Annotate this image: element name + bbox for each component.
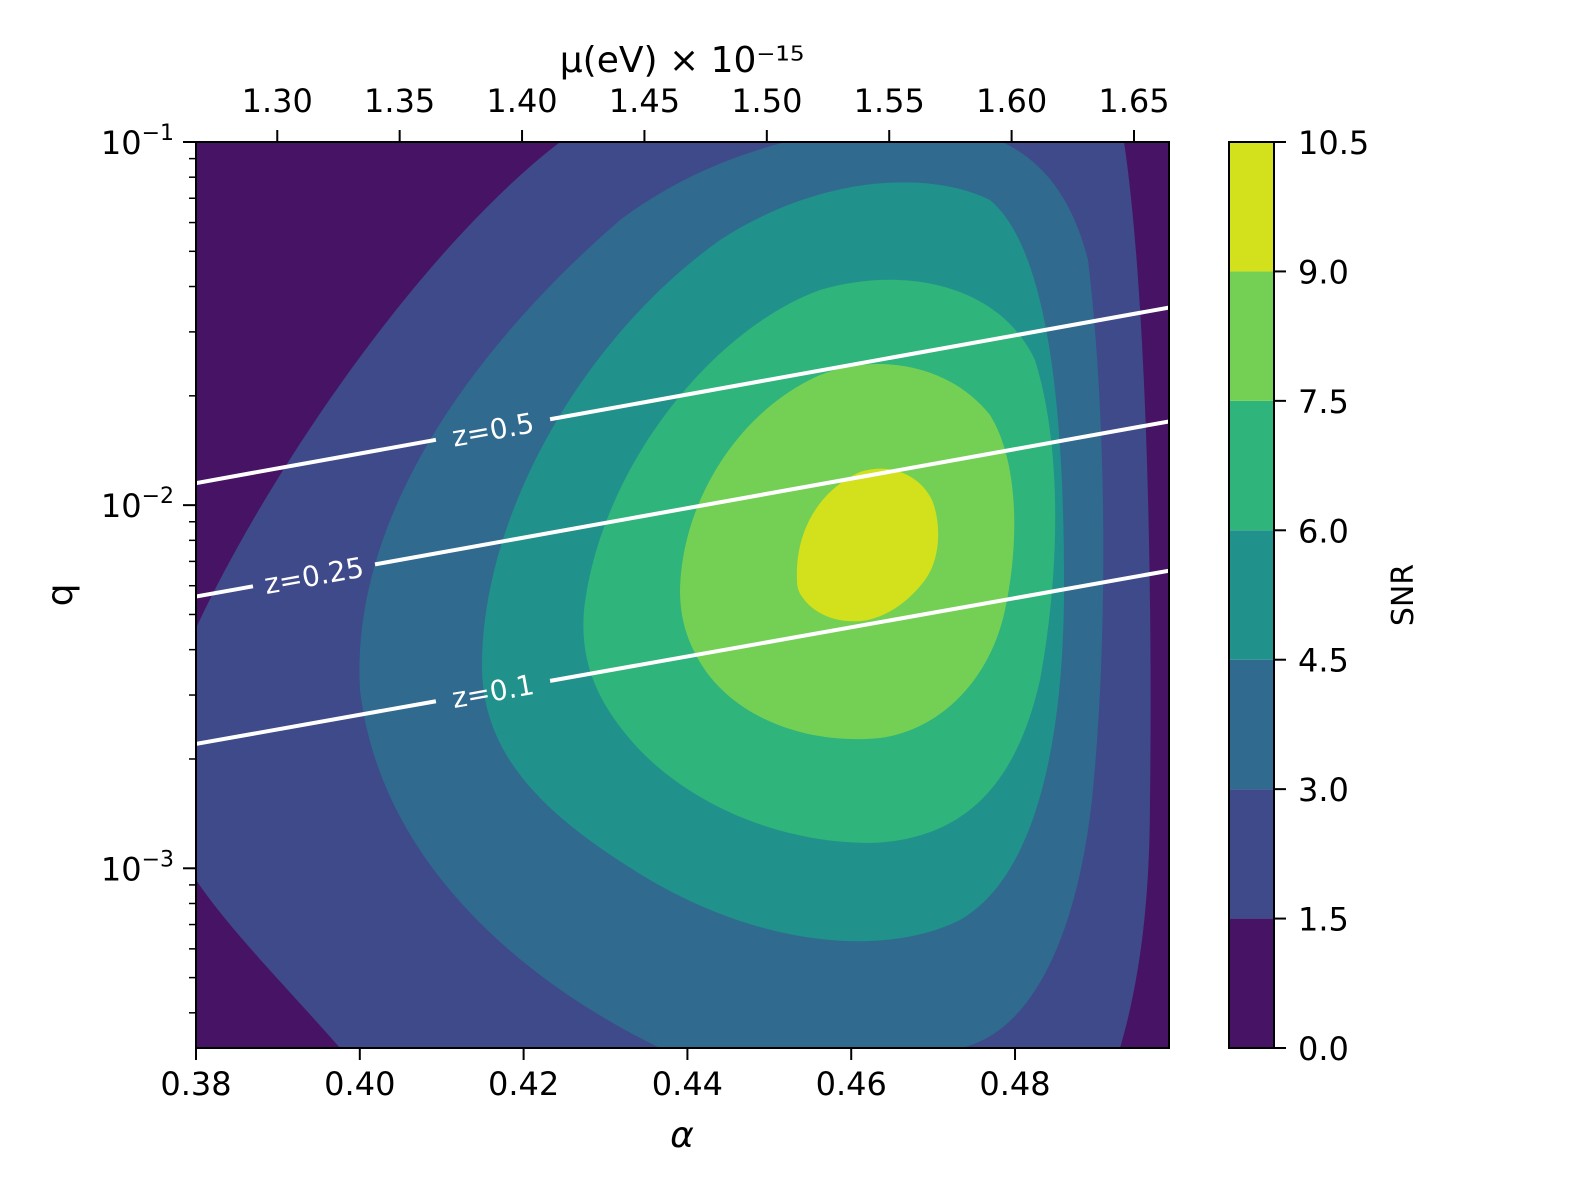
x-tick-label: 0.38 — [160, 1065, 231, 1103]
colorbar-tick-label: 10.5 — [1298, 124, 1369, 162]
x-tick-label: 0.44 — [652, 1065, 723, 1103]
top-axis-title: μ(eV) × 10⁻¹⁵ — [560, 40, 805, 81]
top-tick-label: 1.60 — [976, 82, 1047, 120]
x-axis-title: α — [670, 1115, 694, 1156]
colorbar-title: SNR — [1386, 564, 1421, 626]
colorbar-tick-label: 6.0 — [1298, 512, 1349, 550]
colorbar-tick-label: 0.0 — [1298, 1030, 1349, 1068]
redshift-line-segment — [374, 419, 1169, 567]
colorbar-tick-label: 1.5 — [1298, 901, 1349, 939]
top-tick-label: 1.55 — [854, 82, 925, 120]
top-tick-label: 1.30 — [242, 82, 313, 120]
colorbar — [1229, 142, 1274, 1048]
redshift-line-segment — [196, 437, 437, 486]
top-axis-ticks: 1.30 1.35 1.40 1.45 1.50 1.55 1.60 1.65 — [242, 82, 1170, 142]
snr-band-6 — [796, 468, 939, 622]
redshift-line-segment — [549, 568, 1169, 683]
colorbar-segment — [1229, 400, 1274, 531]
colorbar-segment — [1229, 530, 1274, 660]
colorbar-segment — [1229, 659, 1274, 790]
colorbar-ticks: 0.0 1.5 3.0 4.5 6.0 7.5 9.0 10.5 — [1274, 124, 1369, 1068]
colorbar-tick-label: 7.5 — [1298, 383, 1349, 421]
redshift-line-segment — [196, 584, 254, 599]
top-tick-label: 1.35 — [364, 82, 435, 120]
bottom-axis-ticks: 0.38 0.40 0.42 0.44 0.46 0.48 — [160, 1048, 1051, 1103]
x-tick-label: 0.42 — [488, 1065, 559, 1103]
colorbar-segment — [1229, 918, 1274, 1048]
x-tick-label: 0.48 — [979, 1065, 1050, 1103]
plot-frame — [195, 141, 1170, 1049]
colorbar-segment — [1229, 142, 1274, 272]
top-tick-label: 1.50 — [731, 82, 802, 120]
y-tick-label: 10−2 — [101, 484, 174, 525]
top-tick-label: 1.65 — [1098, 82, 1169, 120]
y-axis-title: q — [40, 584, 81, 607]
colorbar-tick-label: 3.0 — [1298, 771, 1349, 809]
colorbar-segment — [1229, 271, 1274, 401]
x-tick-label: 0.40 — [324, 1065, 395, 1103]
x-tick-label: 0.46 — [816, 1065, 887, 1103]
colorbar-segment — [1229, 789, 1274, 919]
top-tick-label: 1.45 — [609, 82, 680, 120]
colorbar-tick-label: 4.5 — [1298, 642, 1349, 680]
redshift-line-segment — [196, 699, 437, 746]
redshift-line-segment — [549, 305, 1169, 422]
colorbar-frame — [1228, 141, 1275, 1049]
top-tick-label: 1.40 — [486, 82, 557, 120]
contour-fill-area — [196, 142, 1169, 1048]
y-tick-label: 10−3 — [101, 847, 174, 888]
redshift-contour-lines — [196, 305, 1169, 746]
y-tick-label: 10−1 — [101, 121, 174, 162]
colorbar-tick-label: 9.0 — [1298, 253, 1349, 291]
left-axis-ticks: 10−3 10−2 10−1 — [101, 121, 196, 1014]
